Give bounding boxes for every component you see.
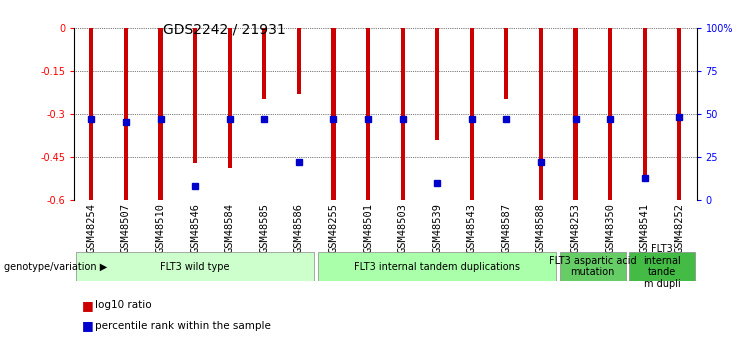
Text: GSM48510: GSM48510 — [156, 203, 165, 253]
Bar — [297, 28, 301, 94]
Bar — [642, 28, 647, 180]
Bar — [90, 28, 93, 200]
Text: FLT3 internal tandem duplications: FLT3 internal tandem duplications — [354, 262, 520, 272]
Text: GSM48584: GSM48584 — [225, 203, 235, 253]
Bar — [574, 28, 577, 200]
Text: GSM48252: GSM48252 — [674, 203, 684, 253]
Text: GSM48543: GSM48543 — [467, 203, 476, 253]
Text: GSM48546: GSM48546 — [190, 203, 200, 253]
Bar — [608, 28, 612, 200]
Bar — [539, 28, 543, 200]
Bar — [124, 28, 128, 200]
Text: log10 ratio: log10 ratio — [95, 300, 151, 310]
Text: FLT3 wild type: FLT3 wild type — [160, 262, 230, 272]
Bar — [366, 28, 370, 200]
Text: ■: ■ — [82, 319, 93, 333]
FancyBboxPatch shape — [76, 253, 314, 280]
Bar — [677, 28, 681, 200]
Text: GSM48586: GSM48586 — [294, 203, 304, 253]
Text: GSM48350: GSM48350 — [605, 203, 615, 253]
FancyBboxPatch shape — [629, 253, 695, 280]
Text: GSM48501: GSM48501 — [363, 203, 373, 253]
Text: GSM48253: GSM48253 — [571, 203, 580, 253]
Bar — [470, 28, 473, 200]
Text: GSM48587: GSM48587 — [502, 203, 511, 253]
Text: GSM48541: GSM48541 — [639, 203, 650, 253]
Text: GSM48255: GSM48255 — [328, 203, 339, 253]
Text: percentile rank within the sample: percentile rank within the sample — [95, 321, 270, 331]
FancyBboxPatch shape — [560, 253, 625, 280]
Text: FLT3
internal
tande
m dupli: FLT3 internal tande m dupli — [643, 244, 681, 289]
Text: GSM48585: GSM48585 — [259, 203, 269, 253]
Text: GSM48507: GSM48507 — [121, 203, 131, 253]
Bar — [159, 28, 162, 200]
Text: ■: ■ — [82, 299, 93, 312]
Bar — [401, 28, 405, 200]
Text: GSM48254: GSM48254 — [87, 203, 96, 253]
Text: FLT3 aspartic acid
mutation: FLT3 aspartic acid mutation — [549, 256, 637, 277]
Text: GDS2242 / 21931: GDS2242 / 21931 — [163, 22, 286, 37]
Text: GSM48503: GSM48503 — [398, 203, 408, 253]
Bar — [193, 28, 197, 163]
Bar — [262, 28, 266, 99]
Bar — [505, 28, 508, 99]
Bar — [227, 28, 232, 168]
Text: GSM48588: GSM48588 — [536, 203, 546, 253]
FancyBboxPatch shape — [318, 253, 556, 280]
Bar — [435, 28, 439, 140]
Text: GSM48539: GSM48539 — [432, 203, 442, 253]
Text: genotype/variation ▶: genotype/variation ▶ — [4, 263, 107, 272]
Bar — [331, 28, 336, 200]
